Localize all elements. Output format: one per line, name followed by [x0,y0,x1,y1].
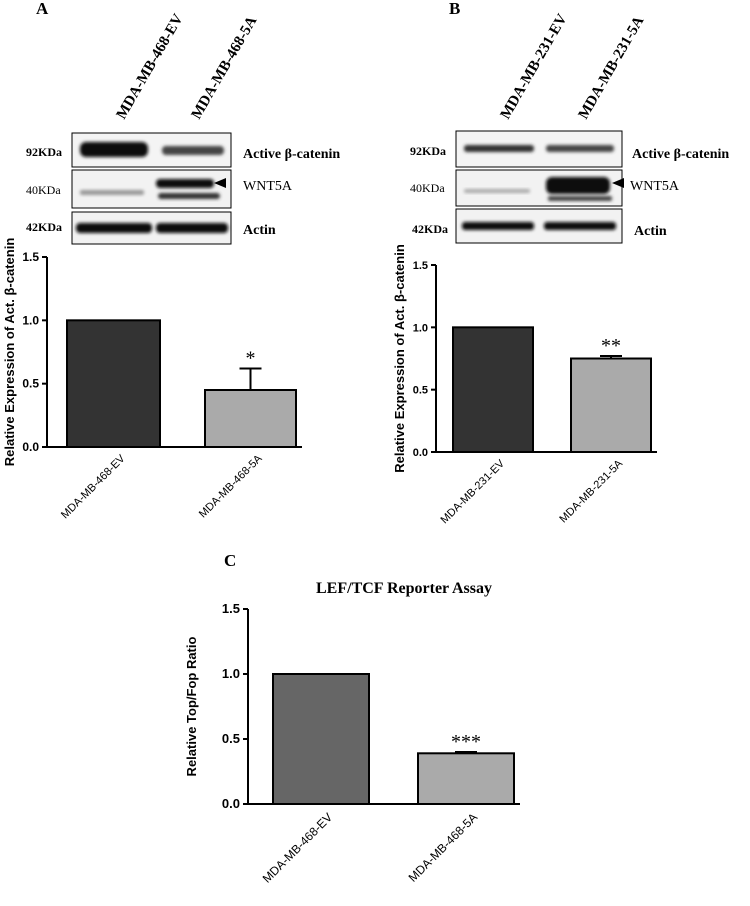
blot-b-arrow-icon [612,178,624,188]
chart-a-ytick-label-0: 0.0 [22,440,39,454]
blot-b: MDA-MB-231-EV MDA-MB-231-5A 92KDa Active… [410,11,729,244]
blot-b-band-3-5a [544,222,616,230]
chart-b-ytick-label-0: 0.0 [413,447,428,459]
blot-a-band-1-5a [162,146,224,155]
bar-chart-b: 0.0 0.5 1.0 1.5 Relative Expression of Act. … [392,244,657,526]
blot-b-band-2-5a [546,177,610,194]
blot-a-band-2-ev-faint [80,190,144,195]
chart-a-significance-2: * [246,347,256,369]
chart-a-ytick-label-1: 0.5 [22,377,39,391]
blot-b-lane-2-label: MDA-MB-231-5A [576,14,648,122]
blot-b-band-2-5a-lower [548,196,612,201]
chart-c-category-label-2: MDA-MB-468-5A [406,810,481,885]
chart-a-category-label-1: MDA-MB-468-EV [59,452,128,521]
chart-b-ylabel: Relative Expression of Act. β-catenin [392,244,407,473]
panel-a-letter: A [36,0,49,18]
chart-a-bar-1 [66,319,161,449]
blot-a-arrow-icon [214,178,226,188]
blot-a-band-3-5a [156,223,228,233]
blot-a-row-1-label: Active β-catenin [243,147,340,162]
chart-c-ytick-label-1: 0.5 [222,731,240,746]
chart-c-ylabel: Relative Top/Fop Ratio [184,637,199,777]
chart-c-title: LEF/TCF Reporter Assay [316,580,492,597]
chart-b-ytick-label-1: 0.5 [413,385,428,397]
blot-a-marker-2: 40KDa [26,183,61,197]
blot-a-band-2-5a-lower [158,193,220,199]
chart-b-category-label-2: MDA-MB-231-5A [557,457,625,525]
blot-a-lane-2-label: MDA-MB-468-5A [189,14,261,122]
chart-a-ylabel: Relative Expression of Act. β-catenin [2,238,17,467]
chart-a-ytick-label-3: 1.5 [22,250,39,264]
blot-b-marker-3: 42KDa [412,222,448,236]
blot-b-lane-1-label: MDA-MB-231-EV [498,11,571,122]
blot-a-lane-1-label: MDA-MB-468-EV [114,11,187,122]
chart-b-bar-1 [452,326,534,454]
blot-b-marker-1: 92KDa [410,144,446,158]
chart-a-category-label-2: MDA-MB-468-5A [197,452,265,520]
chart-c-category-label-1: MDA-MB-468-EV [260,810,335,885]
blot-b-band-1-5a [546,145,614,152]
chart-c-significance-2: *** [451,731,481,753]
chart-a-ytick-label-2: 1.0 [22,313,39,327]
chart-c-ytick-label-3: 1.5 [222,601,240,616]
chart-c-ytick-label-0: 0.0 [222,796,240,811]
blot-a-band-3-ev [76,223,152,233]
chart-b-significance-2: ** [601,335,621,357]
chart-b-ytick-label-2: 1.0 [413,322,428,334]
chart-c-bar-2 [417,752,515,805]
chart-c-ytick-label-2: 1.0 [222,666,240,681]
blot-b-band-2-ev-faint [464,189,530,193]
blot-a-marker-1: 92KDa [26,145,62,159]
blot-b-marker-2: 40KDa [410,181,445,195]
blot-a-band-2-5a [156,179,214,188]
chart-b-bar-2 [570,357,652,453]
blot-a-marker-3: 42KDa [26,220,62,234]
blot-b-band-1-ev [464,145,534,152]
blot-a: MDA-MB-468-EV MDA-MB-468-5A 92KDa Active… [26,11,340,245]
chart-b-category-label-1: MDA-MB-231-EV [439,457,508,526]
chart-a-bar-2 [204,389,297,448]
blot-a-membrane-2 [71,169,232,209]
blot-a-band-1-ev [80,142,148,157]
chart-c-bar-1 [272,673,370,805]
blot-b-band-3-ev [462,222,534,230]
chart-b-ytick-label-3: 1.5 [413,260,428,272]
blot-b-row-2-label: WNT5A [630,179,680,194]
panel-b-letter: B [449,0,460,18]
panel-c-letter: C [224,551,236,570]
panel-a: A MDA-MB-468-EV MDA-MB-468-5A 92KDa Acti… [26,0,340,245]
blot-a-row-2-label: WNT5A [243,179,293,194]
bar-chart-a: 0.0 0.5 1.0 1.5 Relative Expression of Act. … [2,238,302,521]
blot-b-row-3-label: Actin [634,224,667,239]
blot-a-row-3-label: Actin [243,223,276,238]
blot-b-row-1-label: Active β-catenin [632,147,729,162]
bar-chart-c: LEF/TCF Reporter Assay 0.0 0.5 1.0 1.5 Relati… [184,580,520,886]
panel-b: B MDA-MB-231-EV MDA-MB-231-5A 92KDa Acti… [410,0,729,244]
